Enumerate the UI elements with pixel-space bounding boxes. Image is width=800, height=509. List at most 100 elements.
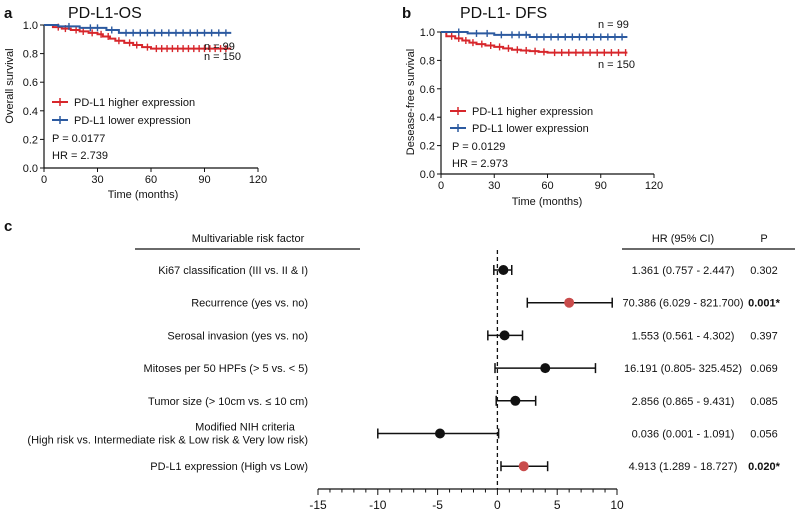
p-value-dfs: P = 0.0129 xyxy=(452,141,505,153)
panel-label-c: c xyxy=(4,218,12,235)
p-value-text: 0.302 xyxy=(750,265,778,277)
factor-label: PD-L1 expression (High vs Low) xyxy=(150,461,308,473)
hr-ci-text: 1.553 (0.561 - 4.302) xyxy=(632,330,735,342)
forest-tick-label: -15 xyxy=(309,498,327,509)
hr-value-os: HR = 2.739 xyxy=(52,150,108,162)
axes-os: 0.0 0.2 0.4 0.6 0.8 1.0 0 30 60 90 120 xyxy=(23,20,267,186)
p-value-text: 0.001* xyxy=(748,298,781,310)
forest-rows: Ki67 classification (III vs. II & I) 1.36… xyxy=(27,265,781,473)
legend-label-lower-os: PD-L1 lower expression xyxy=(74,115,191,127)
km-plot-dfs: b PD-L1- DFS Desease-free survival Time … xyxy=(402,5,663,208)
forest-tick-label: 0 xyxy=(494,498,501,509)
hr-value-dfs: HR = 2.973 xyxy=(452,158,508,170)
factor-label: Recurrence (yes vs. no) xyxy=(191,298,308,310)
forest-row: PD-L1 expression (High vs Low) 4.913 (1.2… xyxy=(150,461,781,473)
hr-ci-text: 1.361 (0.757 - 2.447) xyxy=(632,265,735,277)
hr-point xyxy=(564,297,575,308)
factor-label: Ki67 classification (III vs. II & I) xyxy=(158,265,308,277)
header-factor: Multivariable risk factor xyxy=(192,233,305,245)
y-axis-label-dfs: Desease-free survival xyxy=(405,49,417,155)
x-tick-label-os: 90 xyxy=(198,174,210,186)
survival-line-higher-os xyxy=(44,24,232,50)
hr-point xyxy=(499,330,510,341)
factor-label: Serosal invasion (yes vs. no) xyxy=(167,330,308,342)
n-label-higher-dfs: n = 150 xyxy=(598,59,635,71)
n-label-lower-dfs: n = 99 xyxy=(598,19,629,31)
chart-title-dfs: PD-L1- DFS xyxy=(460,5,547,22)
p-value-text: 0.397 xyxy=(750,330,778,342)
legend-os: PD-L1 higher expression PD-L1 lower expr… xyxy=(52,97,195,127)
hr-ci-text: 4.913 (1.289 - 18.727) xyxy=(629,461,738,473)
km-plot-os: a PD-L1-OS Overall survival Time (months… xyxy=(4,5,267,201)
y-tick-label-os: 1.0 xyxy=(23,20,38,32)
factor-label: Modified NIH criteria xyxy=(195,422,296,434)
survival-curves-os xyxy=(44,22,232,53)
hr-point xyxy=(510,395,521,406)
forest-axis: -15 -10 -5 0 5 10 xyxy=(309,488,624,509)
legend-label-higher-os: PD-L1 higher expression xyxy=(74,97,195,109)
axes-dfs: 0.0 0.2 0.4 0.6 0.8 1.0 0 30 60 90 120 xyxy=(420,27,663,192)
header-p: P xyxy=(760,233,767,245)
legend-label-lower-dfs: PD-L1 lower expression xyxy=(472,123,589,135)
panel-label-a: a xyxy=(4,5,13,22)
factor-label: Tumor size (> 10cm vs. ≤ 10 cm) xyxy=(148,396,308,408)
x-tick-label-os: 120 xyxy=(249,174,267,186)
hr-ci-text: 16.191 (0.805- 325.452) xyxy=(624,363,742,375)
p-value-text: 0.056 xyxy=(750,429,778,441)
forest-tick-label: 10 xyxy=(610,498,624,509)
x-tick-label-os: 60 xyxy=(145,174,157,186)
x-axis-label-os: Time (months) xyxy=(108,189,179,201)
hr-ci-text: 2.856 (0.865 - 9.431) xyxy=(632,396,735,408)
p-value-os: P = 0.0177 xyxy=(52,133,105,145)
x-tick-label-dfs: 120 xyxy=(645,180,663,192)
hr-point xyxy=(518,461,529,472)
panel-label-b: b xyxy=(402,5,411,22)
y-tick-label-dfs: 0.0 xyxy=(420,169,435,181)
x-tick-label-dfs: 60 xyxy=(541,180,553,192)
survival-curves-dfs xyxy=(441,28,628,57)
forest-tick-label: 5 xyxy=(554,498,561,509)
forest-plot: c Multivariable risk factor HR (95% CI) … xyxy=(4,218,795,509)
p-value-text: 0.020* xyxy=(748,461,781,473)
y-tick-label-dfs: 0.8 xyxy=(420,55,435,67)
hr-ci-text: 0.036 (0.001 - 1.091) xyxy=(632,429,735,441)
survival-line-lower-os xyxy=(44,24,232,34)
x-axis-label-dfs: Time (months) xyxy=(512,196,583,208)
factor-label: Mitoses per 50 HPFs (> 5 vs. < 5) xyxy=(144,363,308,375)
y-tick-label-os: 0.0 xyxy=(23,163,38,175)
p-value-text: 0.085 xyxy=(750,396,778,408)
header-hr: HR (95% CI) xyxy=(652,233,714,245)
x-tick-label-dfs: 0 xyxy=(438,180,444,192)
y-tick-label-os: 0.8 xyxy=(23,49,38,61)
factor-label: (High risk vs. Intermediate risk & Low r… xyxy=(27,435,308,447)
hr-point xyxy=(434,428,445,439)
chart-title-os: PD-L1-OS xyxy=(68,5,142,22)
y-tick-label-dfs: 1.0 xyxy=(420,27,435,39)
hr-point xyxy=(498,265,509,275)
forest-tick-label: -10 xyxy=(369,498,387,509)
forest-row: Mitoses per 50 HPFs (> 5 vs. < 5) 16.191 … xyxy=(144,363,778,375)
p-value-text: 0.069 xyxy=(750,363,778,375)
x-tick-label-os: 30 xyxy=(91,174,103,186)
forest-row: Serosal invasion (yes vs. no) 1.553 (0.56… xyxy=(167,330,778,342)
survival-line-lower-dfs xyxy=(441,31,628,38)
y-tick-label-os: 0.2 xyxy=(23,134,38,146)
y-tick-label-os: 0.6 xyxy=(23,77,38,89)
hr-ci-text: 70.386 (6.029 - 821.700) xyxy=(622,298,743,310)
survival-line-higher-dfs xyxy=(441,31,628,54)
legend-label-higher-dfs: PD-L1 higher expression xyxy=(472,106,593,118)
forest-row: Tumor size (> 10cm vs. ≤ 10 cm) 2.856 (0.… xyxy=(148,395,778,408)
y-tick-label-dfs: 0.4 xyxy=(420,112,435,124)
y-tick-label-dfs: 0.6 xyxy=(420,84,435,96)
x-tick-label-dfs: 30 xyxy=(488,180,500,192)
forest-row: Recurrence (yes vs. no) 70.386 (6.029 - 8… xyxy=(191,297,781,310)
y-tick-label-dfs: 0.2 xyxy=(420,141,435,153)
legend-dfs: PD-L1 higher expression PD-L1 lower expr… xyxy=(450,106,593,135)
forest-row: Ki67 classification (III vs. II & I) 1.36… xyxy=(158,265,778,277)
y-tick-label-os: 0.4 xyxy=(23,106,38,118)
x-tick-label-dfs: 90 xyxy=(595,180,607,192)
hr-point xyxy=(540,363,551,374)
n-label-lower-os: n = 99 xyxy=(204,41,235,53)
forest-row: Modified NIH criteria(High risk vs. Inte… xyxy=(27,422,777,447)
